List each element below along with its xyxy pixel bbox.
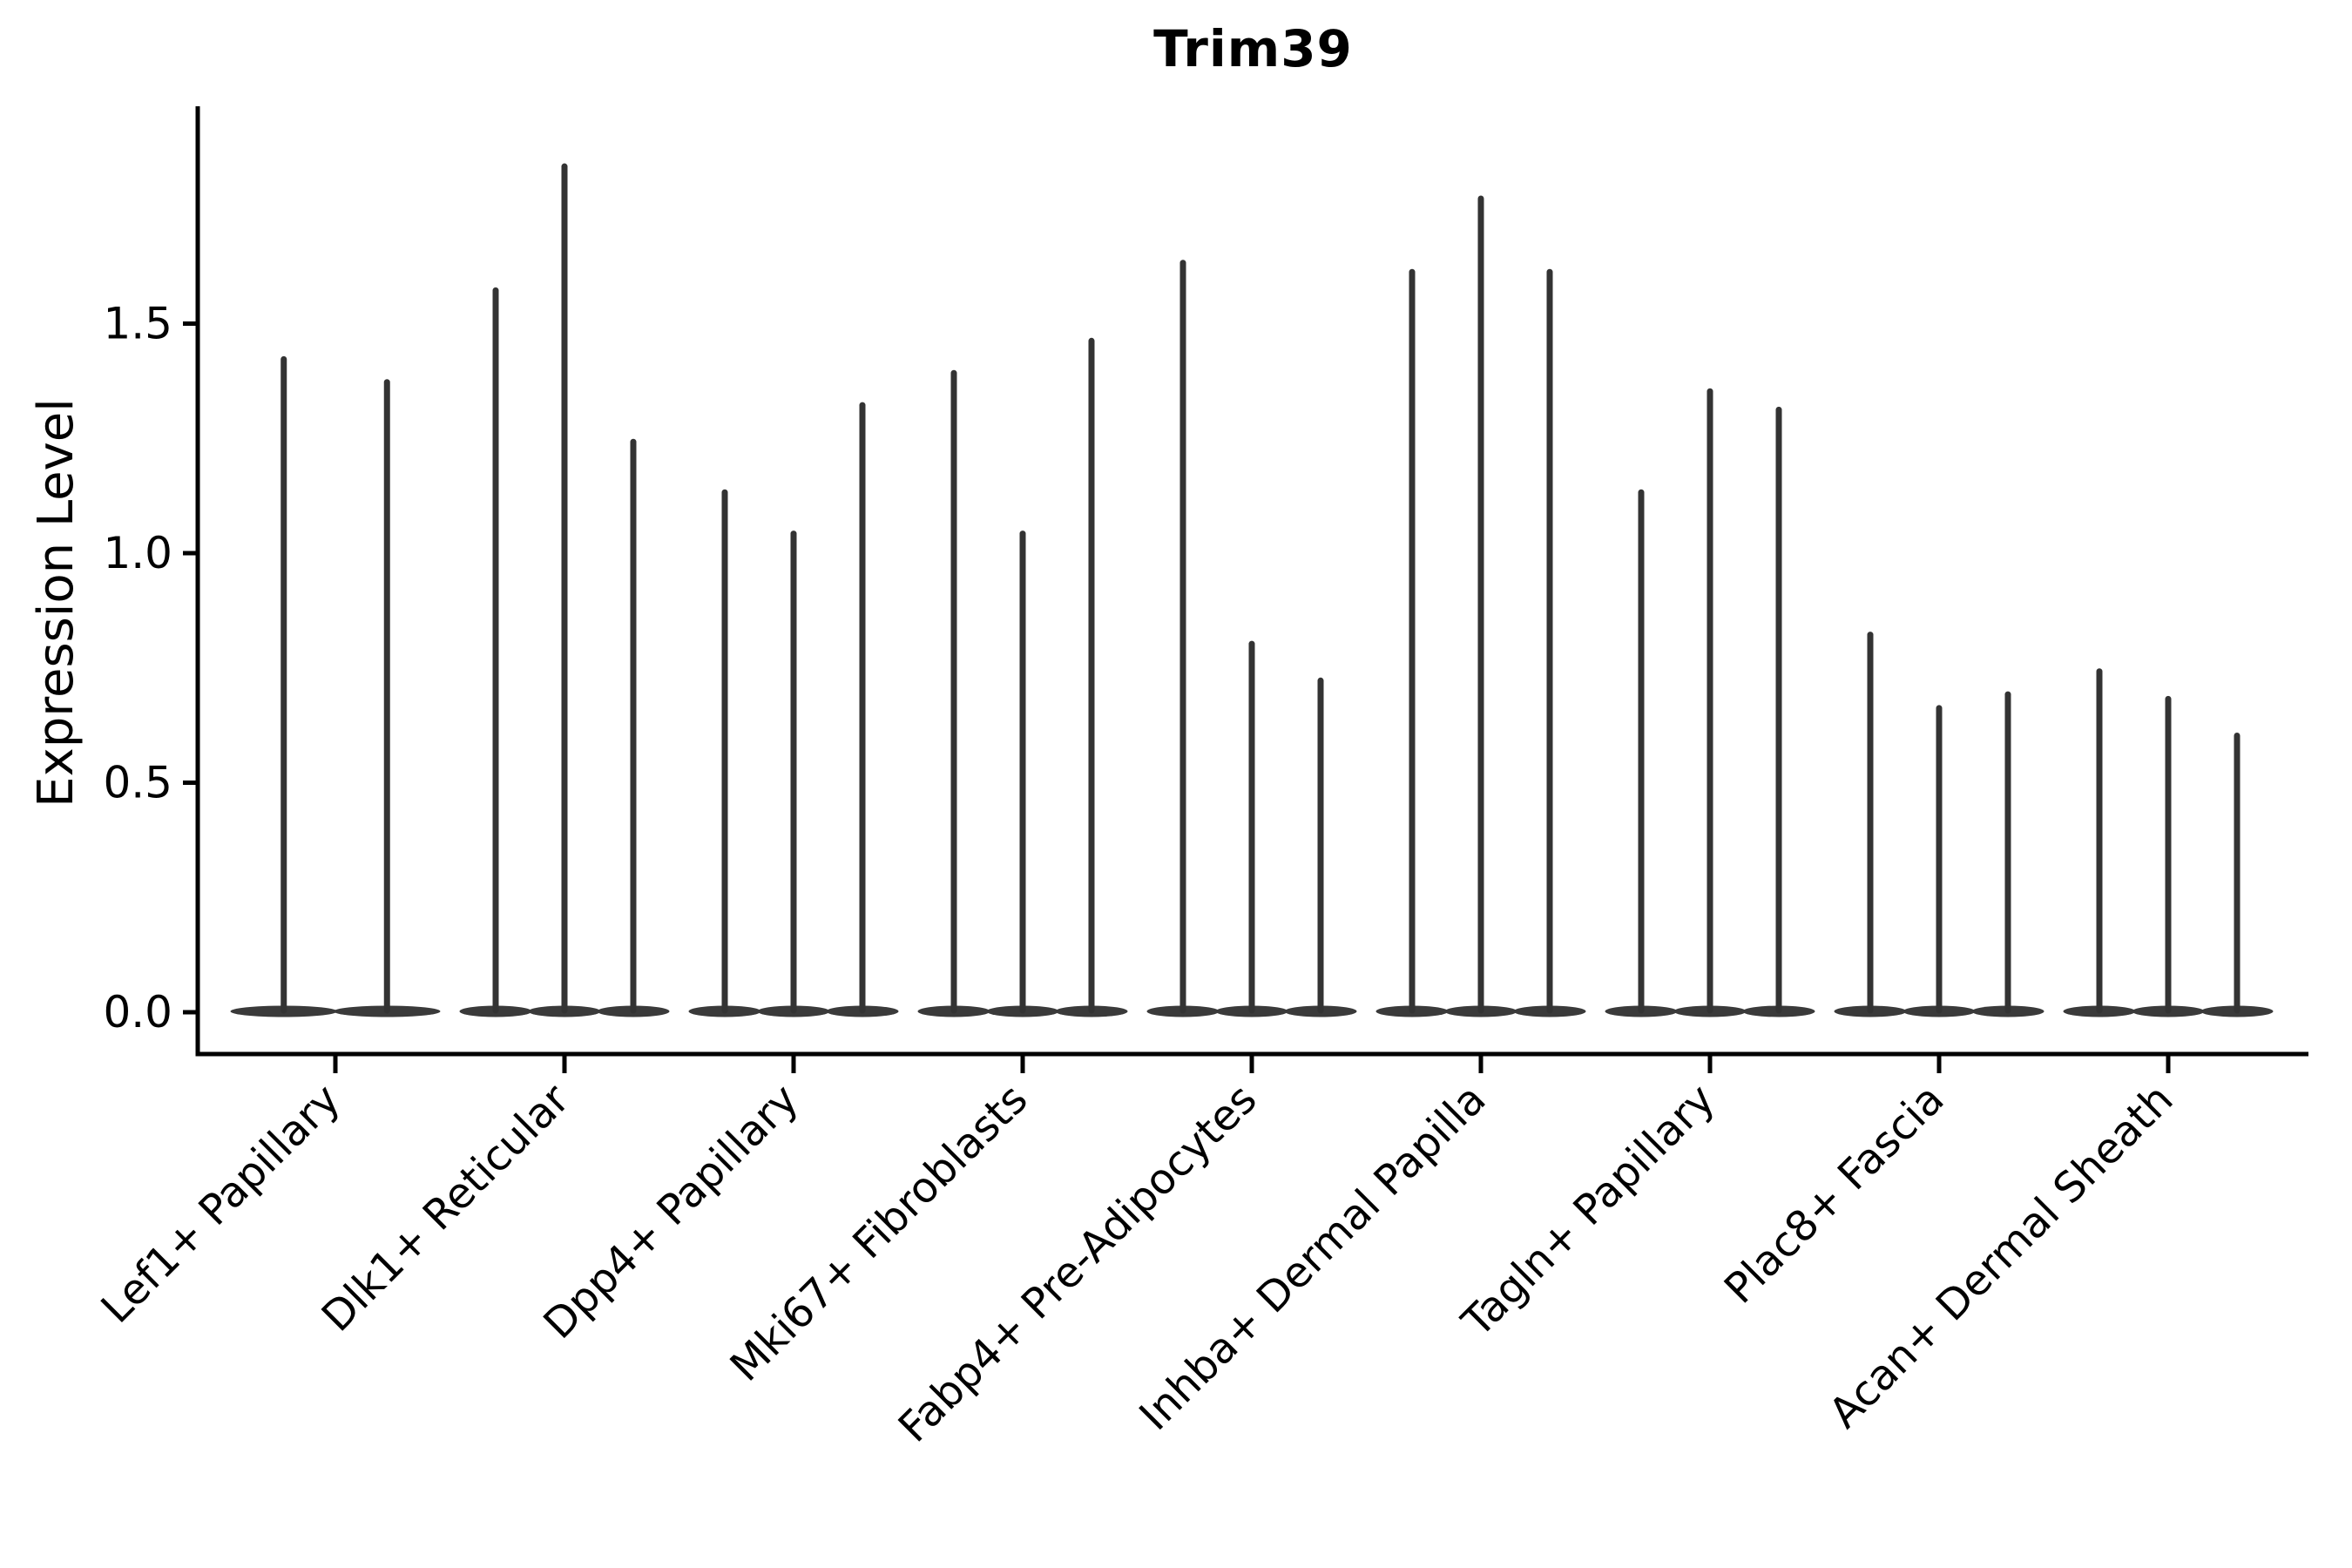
x-tick-label: Dpp4+ Papillary [534,1075,808,1348]
chart-title: Trim39 [1153,19,1353,78]
y-tick-label: 1.0 [103,528,172,578]
x-tick-label: Lef1+ Papillary [92,1075,350,1333]
y-tick-label: 1.5 [103,299,172,349]
x-tick-label: Dlk1+ Reticular [313,1075,579,1342]
y-tick-label: 0.5 [103,758,172,808]
x-tick-label: Tagln+ Papillary [1452,1075,1724,1347]
x-tick-label: Plac8+ Fascia [1715,1075,1954,1314]
y-tick-label: 0.0 [103,987,172,1037]
